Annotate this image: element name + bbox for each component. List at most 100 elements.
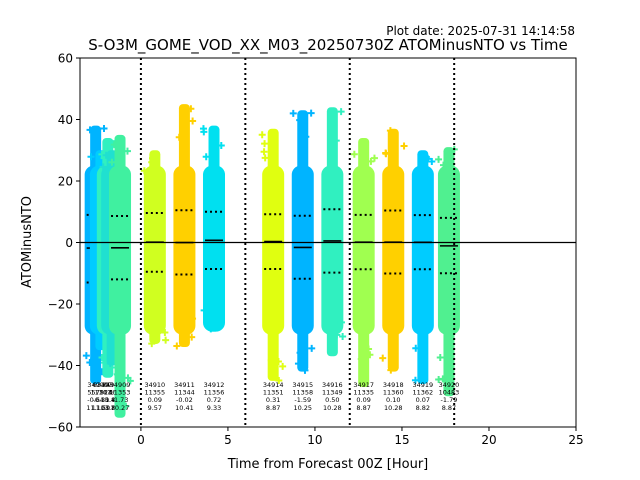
orbit-outlier-point [156, 172, 164, 180]
orbit-outlier-point [390, 359, 398, 367]
orbit-outlier-point [189, 315, 197, 323]
orbit-outlier-point [436, 353, 444, 361]
orbit-group: 34918 11360 0.10 10.28 [379, 127, 408, 412]
orbit-outlier-point [261, 140, 269, 148]
orbit-outlier-point [206, 318, 214, 326]
orbit-outlier-point [337, 318, 345, 326]
orbit-stat-line: 0.72 [207, 396, 221, 404]
orbit-outlier-point [150, 315, 158, 323]
orbit-outlier-point [199, 125, 207, 133]
orbit-stat-line: -1.79 [441, 396, 458, 404]
orbit-stat-line: 10.41 [175, 404, 194, 412]
orbit-stat-line: 10.25 [293, 404, 312, 412]
orbit-outlier-point [420, 341, 428, 349]
orbit-outlier-point [185, 313, 193, 321]
orbit-outlier-point [332, 137, 340, 145]
orbit-stat-line: 34918 [383, 381, 404, 389]
orbit-outlier-point [175, 133, 183, 141]
orbit-outlier-point [339, 333, 347, 341]
orbit-outlier-point [435, 155, 443, 163]
orbit-outlier-point [301, 366, 309, 374]
orbit-outlier-point [390, 326, 398, 334]
y-tick-label: −40 [48, 359, 73, 373]
orbit-group: 34919 11362 0.07 8.82 [411, 150, 436, 412]
orbit-outlier-point [96, 341, 104, 349]
orbit-stat-line: -0.64 [87, 396, 104, 404]
orbit-point-spread [267, 128, 279, 381]
orbit-stat-line: 9.33 [207, 404, 221, 412]
orbit-stat-label: 34914 11351 0.31 8.87 [263, 381, 284, 412]
orbit-point-spread [114, 134, 126, 418]
orbit-stat-line: 10.28 [323, 404, 342, 412]
orbit-outlier-point [327, 123, 335, 131]
orbit-outlier-point [217, 141, 225, 149]
orbit-stat-label: 34917 11335 0.09 8.87 [353, 381, 374, 412]
orbit-outlier-point [188, 333, 196, 341]
orbit-outlier-point [106, 359, 114, 367]
orbit-stat-line: 34914 [263, 381, 284, 389]
orbit-outlier-point [140, 167, 148, 175]
orbit-stat-line: 11367 [91, 389, 112, 397]
orbit-group: 34915 11358 -1.59 10.25 [289, 109, 316, 412]
orbit-stat-line: 8.87 [266, 404, 280, 412]
orbit-outlier-point [365, 345, 373, 353]
orbit-outlier-point [123, 147, 131, 155]
orbit-outlier-point [358, 361, 366, 369]
orbit-stat-label: 34916 11349 0.50 10.28 [322, 381, 343, 412]
orbit-point-spread [297, 110, 309, 372]
orbit-outlier-point [412, 344, 420, 352]
orbit-stat-label: 34912 11356 0.72 9.33 [204, 381, 225, 412]
orbit-group: 34916 11349 0.50 10.28 [321, 107, 347, 412]
orbit-outlier-point [302, 133, 310, 141]
y-tick-label: 40 [58, 113, 73, 127]
orbit-group: 34910 11355 0.09 9.57 [140, 150, 170, 412]
orbit-stat-line: 34908 [102, 381, 123, 389]
y-tick-label: 60 [58, 52, 73, 66]
orbit-stat-label: 34910 11355 0.09 9.57 [144, 381, 165, 412]
orbit-outlier-point [361, 170, 369, 178]
orbit-outlier-point [89, 171, 97, 179]
orbit-outlier-point [279, 362, 287, 370]
orbit-outlier-point [370, 154, 378, 162]
orbit-outlier-point [366, 351, 374, 359]
orbit-outlier-point [296, 116, 304, 124]
orbit-outlier-point [202, 153, 210, 161]
orbit-outlier-point [86, 358, 94, 366]
y-tick-label: −20 [48, 298, 73, 312]
orbit-outlier-point [207, 325, 215, 333]
orbit-outlier-point [382, 150, 390, 158]
orbit-stat-line: 9.57 [148, 404, 162, 412]
orbit-stat-line: 0.50 [325, 396, 339, 404]
orbit-stat-line: 13 [104, 389, 112, 397]
orbit-outlier-point [110, 141, 118, 149]
orbit-stat-line: 6349 [93, 381, 110, 389]
orbit-outlier-point [337, 108, 345, 116]
orbit-outlier-point [119, 382, 127, 390]
orbit-outlier-point [445, 158, 453, 166]
x-tick-label: 0 [137, 433, 145, 447]
x-tick-label: 5 [224, 433, 232, 447]
orbit-point-spread [417, 150, 429, 384]
orbit-stat-line: 34917 [353, 381, 374, 389]
orbit-group: 34912 11356 0.72 9.33 [199, 125, 226, 412]
orbit-outlier-point [386, 127, 394, 135]
orbit-stat-line: 10.27 [111, 404, 130, 412]
orbit-stat-label: 34918 11360 0.10 10.28 [383, 381, 404, 412]
orbit-outlier-point [296, 349, 304, 357]
y-tick-label: −60 [48, 421, 73, 435]
orbit-stat-line: 11362 [413, 389, 434, 397]
orbit-stat-label: 34919 11362 0.07 8.82 [413, 381, 434, 412]
orbit-stat-line: -1.73 [112, 396, 129, 404]
orbit-outlier-point [326, 314, 334, 322]
orbit-stat-line: 34920 [439, 381, 460, 389]
orbit-stat-line: 11349 [322, 389, 343, 397]
orbit-outlier-point [148, 154, 156, 162]
orbit-stat-line: 34910 [144, 381, 165, 389]
orbit-stat-line: 07 [104, 381, 112, 389]
orbit-outlier-point [108, 158, 116, 166]
orbit-outlier-point [108, 343, 116, 351]
orbit-outlier-point [173, 342, 181, 350]
orbit-stat-label: 34920 10483 -1.79 8.87 [439, 381, 460, 412]
orbit-outlier-point [161, 328, 169, 336]
orbit-group: 34914 11351 0.31 8.87 [258, 128, 287, 412]
